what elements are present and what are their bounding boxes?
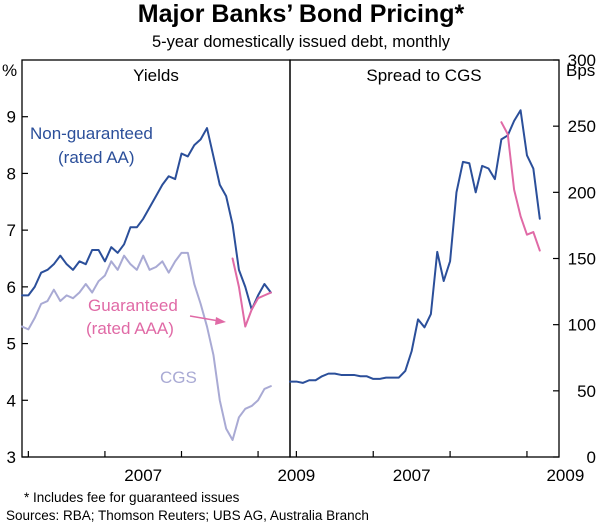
x-tick-label: 2007 — [393, 466, 431, 485]
right-y-tick-label: 150 — [568, 250, 596, 269]
right-y-tick-label: 250 — [568, 117, 596, 136]
right-y-tick-label: 100 — [568, 316, 596, 335]
left-y-tick-label: 7 — [7, 221, 16, 240]
x-tick-label: 2009 — [277, 466, 315, 485]
label-cgs: CGS — [160, 368, 197, 387]
non-guaranteed-yield-line — [21, 127, 272, 311]
left-y-axis: 3 4 5 6 7 8 9 — [7, 108, 28, 467]
guaranteed-arrow-head — [215, 317, 226, 325]
right-y-tick-label: 0 — [587, 448, 596, 467]
right-y-axis: 0 50 100 150 200 250 300 — [553, 51, 596, 467]
right-y-tick-label: 300 — [568, 51, 596, 70]
right-y-tick-label: 50 — [577, 382, 596, 401]
non-guaranteed-spread-line — [289, 109, 541, 384]
label-non-guaranteed: Non-guaranteed — [30, 124, 153, 143]
right-y-unit: Bps — [566, 61, 595, 80]
left-panel-title: Yields — [133, 66, 179, 85]
left-y-tick-label: 5 — [7, 335, 16, 354]
left-y-tick-label: 4 — [7, 391, 16, 410]
left-y-tick-label: 3 — [7, 448, 16, 467]
x-tick-label: 2007 — [124, 466, 162, 485]
label-rated-aa: (rated AA) — [58, 148, 135, 167]
series-lines — [21, 109, 541, 441]
chart-title: Major Banks’ Bond Pricing* — [138, 0, 465, 28]
footnote: * Includes fee for guaranteed issues — [24, 490, 240, 505]
left-y-tick-label: 9 — [7, 108, 16, 127]
chart-subtitle: 5-year domestically issued debt, monthly — [152, 33, 451, 51]
x-tick-label: 2009 — [546, 466, 584, 485]
x-axis: 2007 2009 2007 2009 — [27, 451, 584, 485]
label-guaranteed: Guaranteed — [88, 296, 178, 315]
sources: Sources: RBA; Thomson Reuters; UBS AG, A… — [6, 508, 369, 523]
right-panel-frame — [289, 59, 560, 458]
guaranteed-yield-line — [231, 257, 272, 328]
label-rated-aaa: (rated AAA) — [86, 319, 174, 338]
left-y-tick-label: 6 — [7, 278, 16, 297]
right-y-tick-label: 200 — [568, 183, 596, 202]
right-panel-title: Spread to CGS — [366, 66, 481, 85]
left-y-tick-label: 8 — [7, 164, 16, 183]
guaranteed-spread-line — [500, 121, 541, 252]
cgs-yield-line — [21, 251, 272, 441]
guaranteed-arrow-line — [189, 315, 220, 322]
left-y-unit: % — [2, 61, 17, 80]
